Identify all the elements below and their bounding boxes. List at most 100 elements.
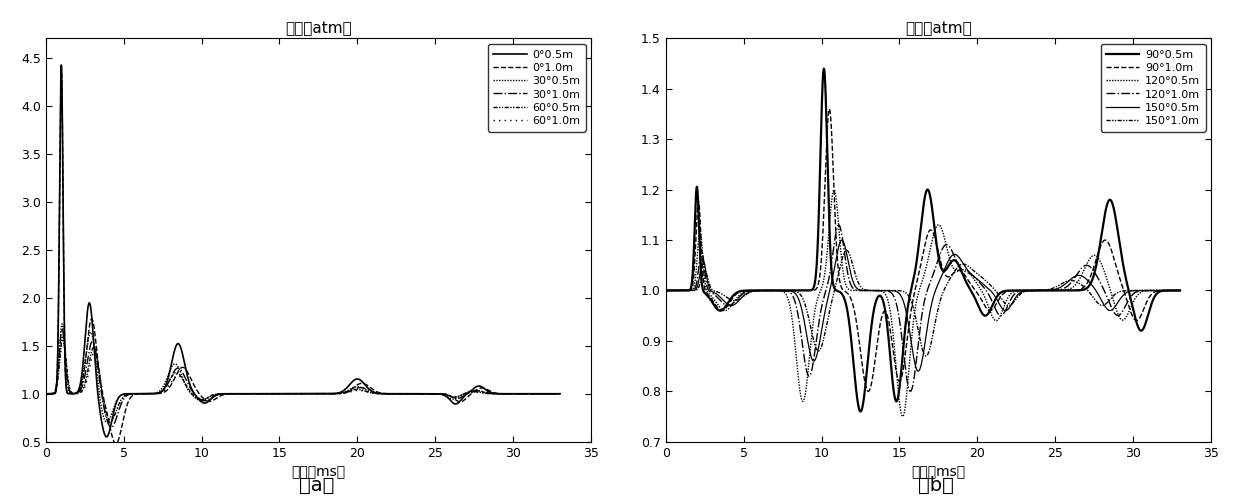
120°1.0m <box>1068 275 1083 281</box>
30°1.0m <box>448 395 463 401</box>
30°0.5m <box>55 321 69 327</box>
30°1.0m <box>64 390 79 396</box>
90°1.0m <box>861 388 875 394</box>
90°1.0m <box>1173 288 1188 294</box>
0°0.5m <box>448 401 463 407</box>
Line: 30°0.5m: 30°0.5m <box>46 324 560 422</box>
0°0.5m <box>38 390 53 396</box>
150°1.0m <box>985 284 999 290</box>
30°0.5m <box>419 390 434 396</box>
60°1.0m <box>448 394 463 400</box>
90°1.0m <box>822 106 837 112</box>
Text: （b）: （b） <box>919 476 954 495</box>
Legend: 90°0.5m, 90°1.0m, 120°0.5m, 120°1.0m, 150°0.5m, 150°1.0m: 90°0.5m, 90°1.0m, 120°0.5m, 120°1.0m, 15… <box>1101 44 1205 132</box>
120°0.5m <box>1173 288 1188 294</box>
150°1.0m <box>1039 286 1054 292</box>
120°1.0m <box>962 271 977 277</box>
0°1.0m <box>108 440 123 446</box>
150°0.5m <box>835 237 849 243</box>
30°0.5m <box>553 390 568 396</box>
60°1.0m <box>64 390 79 396</box>
30°0.5m <box>365 390 379 396</box>
Line: 120°0.5m: 120°0.5m <box>666 190 1180 416</box>
Line: 60°1.0m: 60°1.0m <box>46 340 560 420</box>
0°1.0m <box>342 387 357 393</box>
150°0.5m <box>1039 288 1054 294</box>
Title: 压力（atm）: 压力（atm） <box>905 21 972 36</box>
60°0.5m <box>342 388 357 394</box>
60°0.5m <box>224 390 239 396</box>
120°0.5m <box>844 288 859 294</box>
90°1.0m <box>1039 288 1054 294</box>
Line: 150°0.5m: 150°0.5m <box>666 240 1180 371</box>
120°1.0m <box>1039 288 1054 294</box>
120°0.5m <box>895 414 910 420</box>
0°1.0m <box>553 390 568 396</box>
120°1.0m <box>1173 288 1188 294</box>
Title: 压力（atm）: 压力（atm） <box>285 21 352 36</box>
150°1.0m <box>1173 288 1188 294</box>
90°0.5m <box>853 408 868 414</box>
0°1.0m <box>64 390 79 396</box>
Line: 30°1.0m: 30°1.0m <box>46 328 560 428</box>
30°0.5m <box>99 419 114 425</box>
30°1.0m <box>553 390 568 396</box>
60°0.5m <box>103 419 118 425</box>
60°1.0m <box>103 417 118 423</box>
30°1.0m <box>419 390 434 396</box>
150°0.5m <box>985 290 999 296</box>
90°1.0m <box>684 286 699 292</box>
120°1.0m <box>658 288 673 294</box>
Line: 120°1.0m: 120°1.0m <box>666 225 1180 392</box>
0°0.5m <box>365 388 379 394</box>
0°0.5m <box>553 390 568 396</box>
120°0.5m <box>985 314 999 320</box>
60°0.5m <box>38 390 53 396</box>
150°1.0m <box>1068 278 1083 284</box>
30°1.0m <box>104 424 119 430</box>
90°1.0m <box>844 298 859 304</box>
30°0.5m <box>448 396 463 402</box>
30°1.0m <box>365 389 379 395</box>
60°1.0m <box>365 390 379 396</box>
90°1.0m <box>962 280 977 286</box>
150°0.5m <box>911 368 926 374</box>
90°0.5m <box>962 286 977 292</box>
150°1.0m <box>839 247 854 253</box>
0°1.0m <box>38 390 53 396</box>
90°0.5m <box>844 344 859 350</box>
30°0.5m <box>224 390 239 396</box>
30°0.5m <box>64 390 79 396</box>
120°0.5m <box>684 287 699 293</box>
60°1.0m <box>419 390 434 396</box>
60°0.5m <box>365 390 379 396</box>
120°0.5m <box>1068 282 1083 288</box>
60°1.0m <box>224 390 239 396</box>
60°1.0m <box>38 390 53 396</box>
Text: （a）: （a） <box>299 476 334 495</box>
Line: 90°1.0m: 90°1.0m <box>666 109 1180 392</box>
90°0.5m <box>1039 288 1054 294</box>
60°0.5m <box>64 390 79 396</box>
90°1.0m <box>658 288 673 294</box>
120°0.5m <box>658 288 673 294</box>
90°1.0m <box>1068 288 1083 294</box>
90°0.5m <box>1173 288 1188 294</box>
0°1.0m <box>53 62 68 68</box>
150°0.5m <box>684 288 699 294</box>
60°1.0m <box>553 390 568 396</box>
0°0.5m <box>99 434 114 440</box>
0°0.5m <box>53 62 68 68</box>
150°1.0m <box>658 288 673 294</box>
0°0.5m <box>224 390 239 396</box>
150°0.5m <box>1173 288 1188 294</box>
Line: 150°1.0m: 150°1.0m <box>666 250 1180 356</box>
0°0.5m <box>342 381 357 387</box>
120°1.0m <box>903 388 918 394</box>
60°1.0m <box>56 336 71 342</box>
120°1.0m <box>844 284 859 290</box>
30°1.0m <box>342 388 357 394</box>
90°0.5m <box>816 66 831 71</box>
X-axis label: 时间（ms）: 时间（ms） <box>291 465 346 479</box>
0°0.5m <box>419 390 434 396</box>
